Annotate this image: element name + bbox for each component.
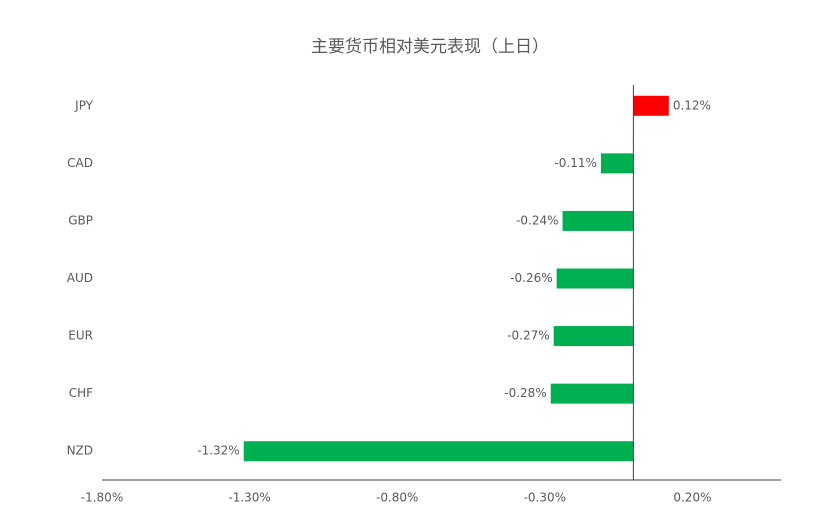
bar bbox=[556, 268, 634, 289]
chart-title: 主要货币相对美元表现（上日） bbox=[311, 37, 549, 57]
y-tick-label: AUD bbox=[67, 271, 93, 285]
data-label: -0.27% bbox=[507, 329, 549, 343]
data-label: -1.32% bbox=[197, 444, 239, 458]
y-tick-label: EUR bbox=[68, 329, 93, 343]
y-tick-label: NZD bbox=[67, 444, 93, 458]
bar bbox=[553, 326, 634, 347]
x-tick-label: -1.30% bbox=[228, 491, 270, 505]
bar bbox=[243, 441, 634, 462]
x-tick-label: -0.80% bbox=[376, 491, 418, 505]
y-tick-label: CAD bbox=[67, 156, 93, 170]
x-tick-label: -1.80% bbox=[81, 491, 123, 505]
bar bbox=[562, 210, 634, 231]
y-tick-label: JPY bbox=[74, 98, 94, 112]
data-label: 0.12% bbox=[673, 98, 711, 112]
y-tick-label: GBP bbox=[68, 213, 93, 227]
x-tick-label: 0.20% bbox=[673, 491, 711, 505]
x-tick-label: -0.30% bbox=[524, 491, 566, 505]
bar bbox=[550, 383, 634, 404]
bar bbox=[600, 153, 634, 174]
data-label: -0.24% bbox=[516, 213, 558, 227]
y-tick-label: CHF bbox=[69, 386, 93, 400]
bar bbox=[633, 95, 669, 116]
data-label: -0.26% bbox=[510, 271, 552, 285]
data-label: -0.11% bbox=[554, 156, 596, 170]
data-label: -0.28% bbox=[504, 386, 546, 400]
